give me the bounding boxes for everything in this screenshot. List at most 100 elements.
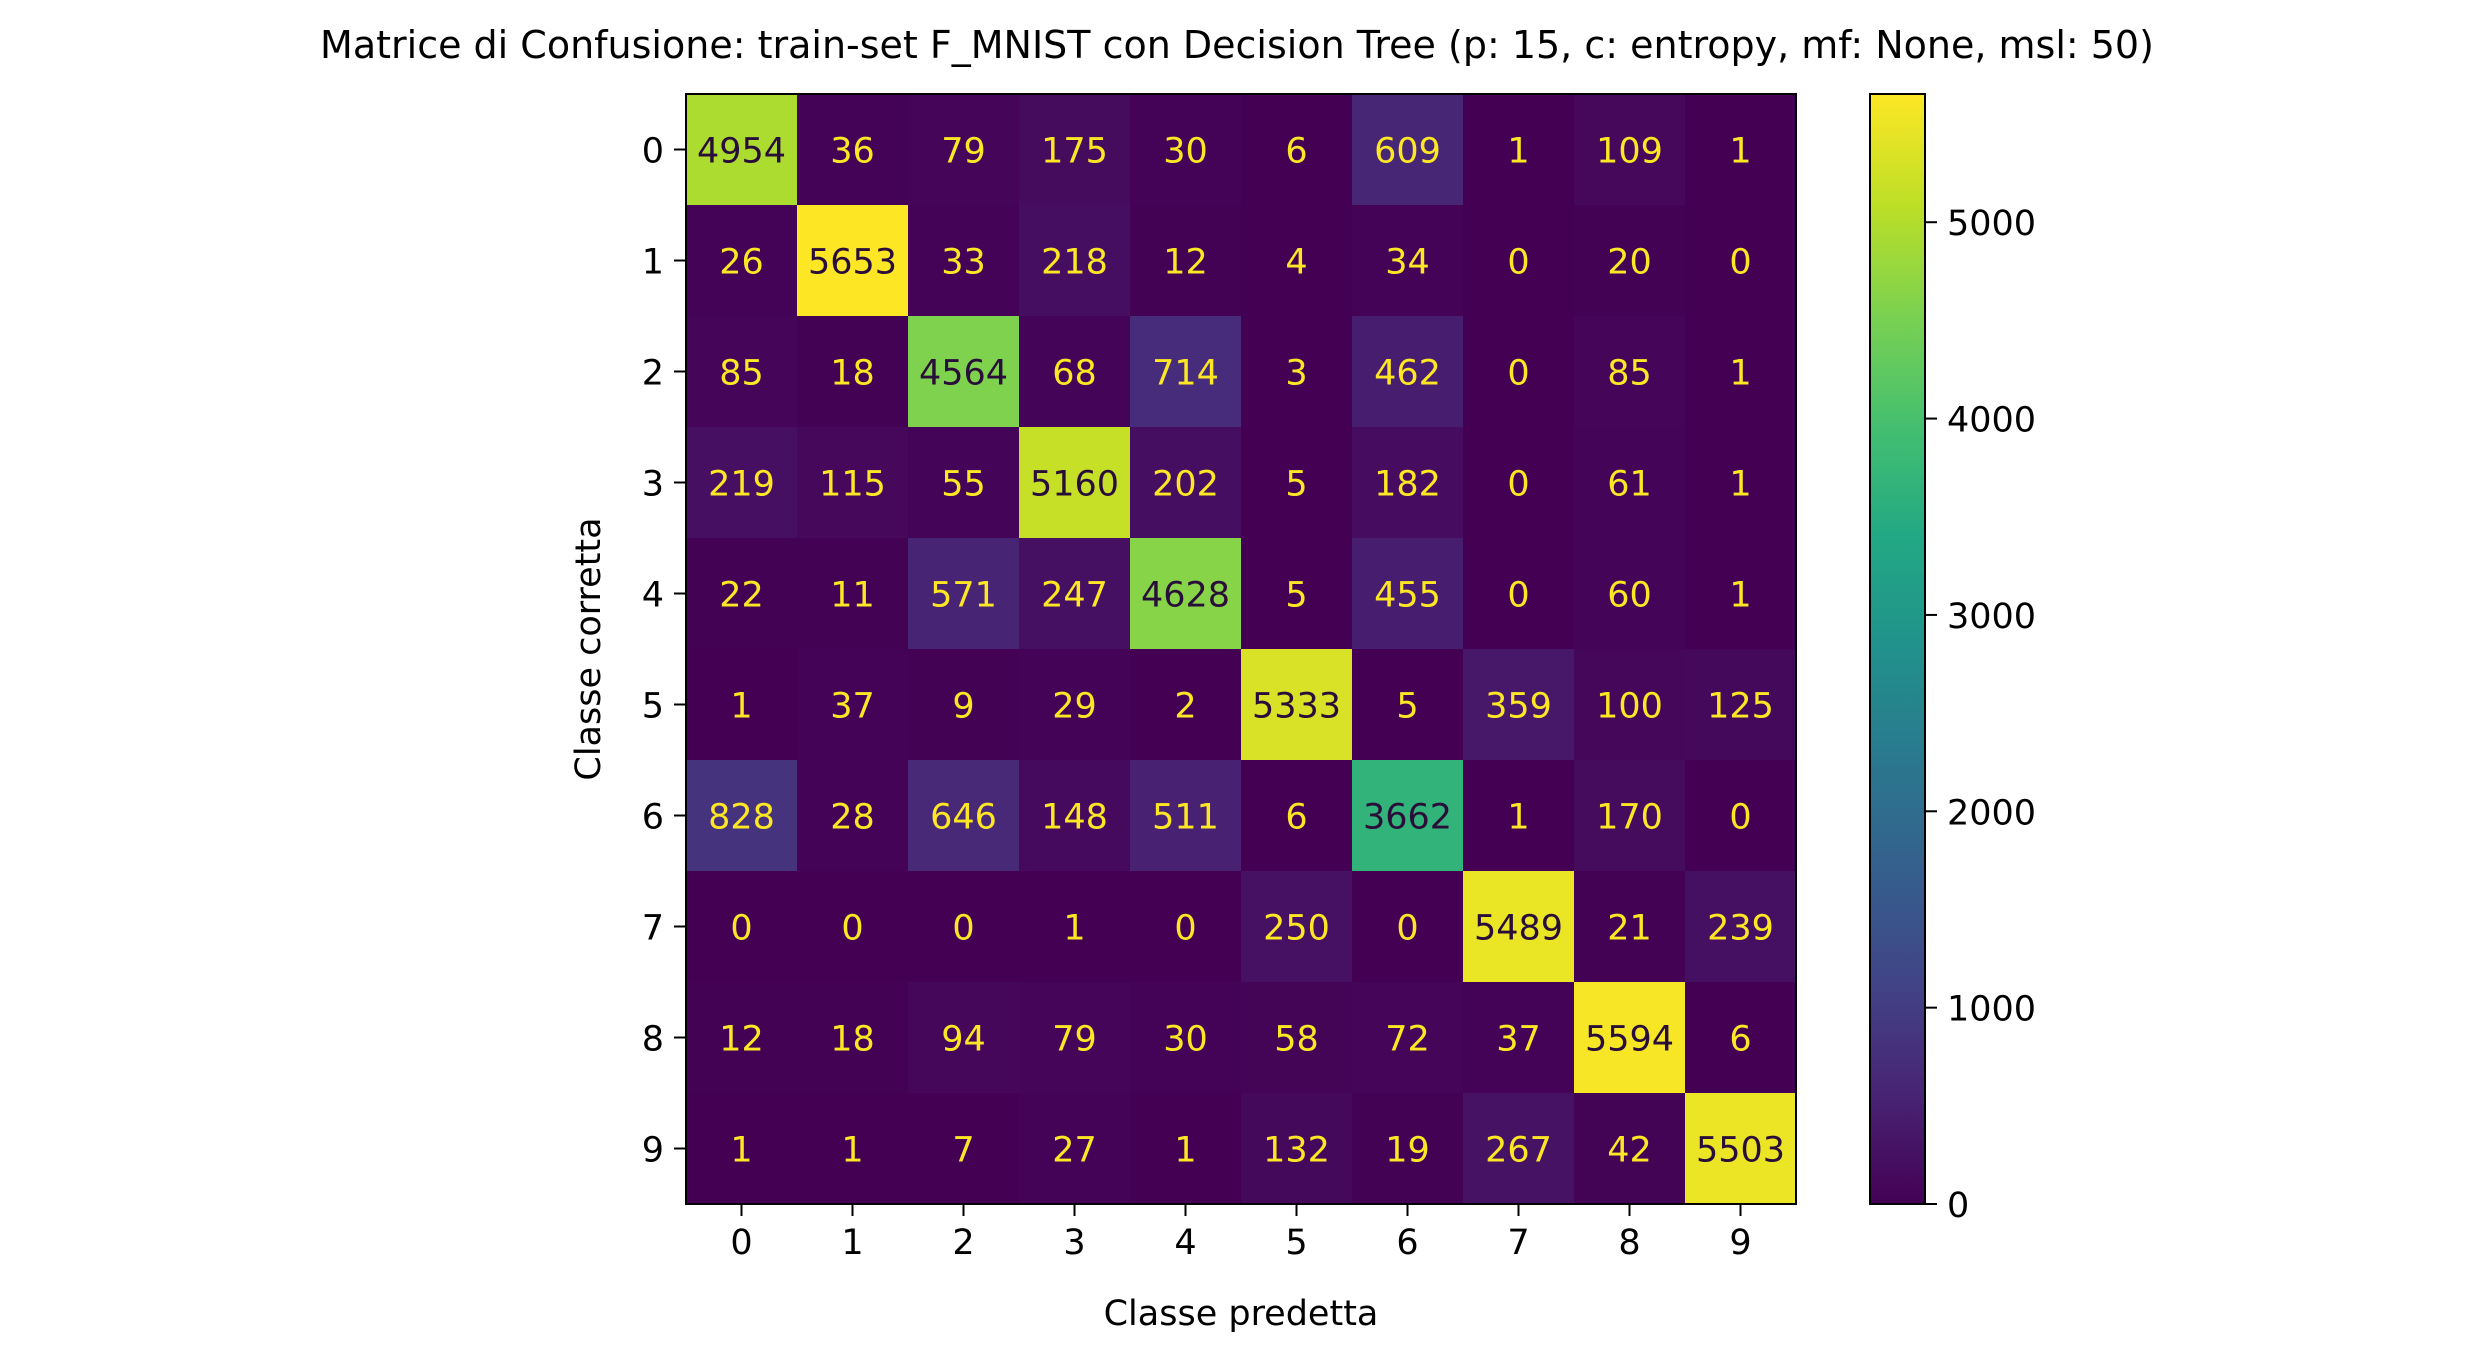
- y-tick-label: 9: [642, 1131, 664, 1171]
- cell-value-label: 30: [1163, 132, 1208, 172]
- x-tick-label: 6: [1396, 1223, 1418, 1263]
- heatmap-cell: [686, 1093, 798, 1205]
- heatmap-cell: [1352, 538, 1464, 650]
- cell-value-label: 12: [1163, 243, 1208, 283]
- heatmap-cell: [1463, 94, 1575, 206]
- cell-value-label: 29: [1052, 687, 1097, 727]
- heatmap-cell: [1130, 316, 1242, 428]
- heatmap-cell: [686, 316, 798, 428]
- heatmap-cell: [908, 316, 1020, 428]
- cell-value-label: 5: [1285, 465, 1307, 505]
- cell-value-label: 85: [1607, 354, 1652, 394]
- cell-value-label: 247: [1041, 576, 1108, 616]
- heatmap-cell: [1352, 871, 1464, 983]
- cell-value-label: 109: [1596, 132, 1663, 172]
- cell-value-label: 85: [719, 354, 764, 394]
- heatmap-cell: [1130, 760, 1242, 872]
- cell-value-label: 21: [1607, 909, 1652, 949]
- heatmap-cell: [1130, 538, 1242, 650]
- cell-value-label: 359: [1485, 687, 1552, 727]
- heatmap-cell: [1352, 94, 1464, 206]
- cell-value-label: 218: [1041, 243, 1108, 283]
- heatmap-cell: [1574, 760, 1686, 872]
- heatmap-cell: [797, 94, 909, 206]
- cell-value-label: 714: [1152, 354, 1219, 394]
- cell-value-label: 148: [1041, 798, 1108, 838]
- cell-value-label: 0: [952, 909, 974, 949]
- heatmap-cell: [1241, 427, 1353, 539]
- heatmap-cell: [1463, 316, 1575, 428]
- heatmap-cell: [1019, 538, 1131, 650]
- heatmap-cell: [686, 205, 798, 317]
- heatmap-cell: [797, 871, 909, 983]
- cell-value-label: 5503: [1696, 1131, 1785, 1171]
- y-tick-label: 3: [642, 465, 664, 505]
- cell-value-label: 132: [1263, 1131, 1330, 1171]
- cell-value-label: 1: [841, 1131, 863, 1171]
- heatmap-cell: [1019, 94, 1131, 206]
- heatmap-cell: [1463, 760, 1575, 872]
- cell-value-label: 22: [719, 576, 764, 616]
- heatmap-cell: [1574, 205, 1686, 317]
- cell-value-label: 609: [1374, 132, 1441, 172]
- heatmap-cell: [797, 982, 909, 1094]
- cell-value-label: 94: [941, 1020, 986, 1060]
- heatmap-cell: [1019, 1093, 1131, 1205]
- heatmap-cell: [1685, 982, 1797, 1094]
- x-tick-label: 9: [1729, 1223, 1751, 1263]
- x-tick-label: 7: [1507, 1223, 1529, 1263]
- cell-value-label: 4: [1285, 243, 1307, 283]
- heatmap-cell: [1463, 538, 1575, 650]
- heatmap-cell: [908, 649, 1020, 761]
- heatmap-cell: [1130, 205, 1242, 317]
- colorbar-tick-label: 4000: [1947, 401, 2036, 441]
- heatmap-cell: [1241, 205, 1353, 317]
- cell-value-label: 115: [819, 465, 886, 505]
- cell-value-label: 27: [1052, 1131, 1097, 1171]
- cell-value-label: 6: [1285, 798, 1307, 838]
- colorbar-tick-label: 3000: [1947, 597, 2036, 637]
- cell-value-label: 61: [1607, 465, 1652, 505]
- x-tick-label: 8: [1618, 1223, 1640, 1263]
- heatmap-cell: [686, 649, 798, 761]
- heatmap-cell: [908, 871, 1020, 983]
- cell-value-label: 1: [730, 1131, 752, 1171]
- heatmap-cell: [1685, 871, 1797, 983]
- cell-value-label: 11: [830, 576, 875, 616]
- heatmap-cell: [686, 982, 798, 1094]
- heatmap-cell: [1130, 871, 1242, 983]
- cell-value-label: 571: [930, 576, 997, 616]
- cell-value-label: 0: [1396, 909, 1418, 949]
- heatmap-cell: [1241, 760, 1353, 872]
- heatmap-cell: [1685, 205, 1797, 317]
- cell-value-label: 42: [1607, 1131, 1652, 1171]
- cell-value-label: 5333: [1252, 687, 1341, 727]
- cell-value-label: 511: [1152, 798, 1219, 838]
- heatmap-cell: [1352, 316, 1464, 428]
- heatmap-cell: [1463, 205, 1575, 317]
- x-axis-label: Classe predetta: [1104, 1294, 1379, 1334]
- cell-value-label: 182: [1374, 465, 1441, 505]
- x-tick-label: 1: [841, 1223, 863, 1263]
- cell-value-label: 72: [1385, 1020, 1430, 1060]
- cell-value-label: 37: [1496, 1020, 1541, 1060]
- cell-value-label: 4564: [919, 354, 1008, 394]
- heatmap-cell: [1574, 316, 1686, 428]
- x-tick-label: 3: [1063, 1223, 1085, 1263]
- heatmap-cell: [1019, 316, 1131, 428]
- heatmap-cell: [797, 427, 909, 539]
- heatmap-cell: [797, 205, 909, 317]
- cell-value-label: 4954: [697, 132, 786, 172]
- heatmap-cell: [1019, 871, 1131, 983]
- heatmap-cells: [686, 94, 1797, 1205]
- chart-title: Matrice di Confusione: train-set F_MNIST…: [320, 23, 2154, 67]
- cell-value-label: 60: [1607, 576, 1652, 616]
- heatmap-cell: [1352, 427, 1464, 539]
- cell-value-label: 1: [1174, 1131, 1196, 1171]
- heatmap-cell: [908, 94, 1020, 206]
- cell-value-label: 0: [1507, 354, 1529, 394]
- heatmap-cell: [1352, 649, 1464, 761]
- cell-value-label: 250: [1263, 909, 1330, 949]
- cell-value-label: 34: [1385, 243, 1430, 283]
